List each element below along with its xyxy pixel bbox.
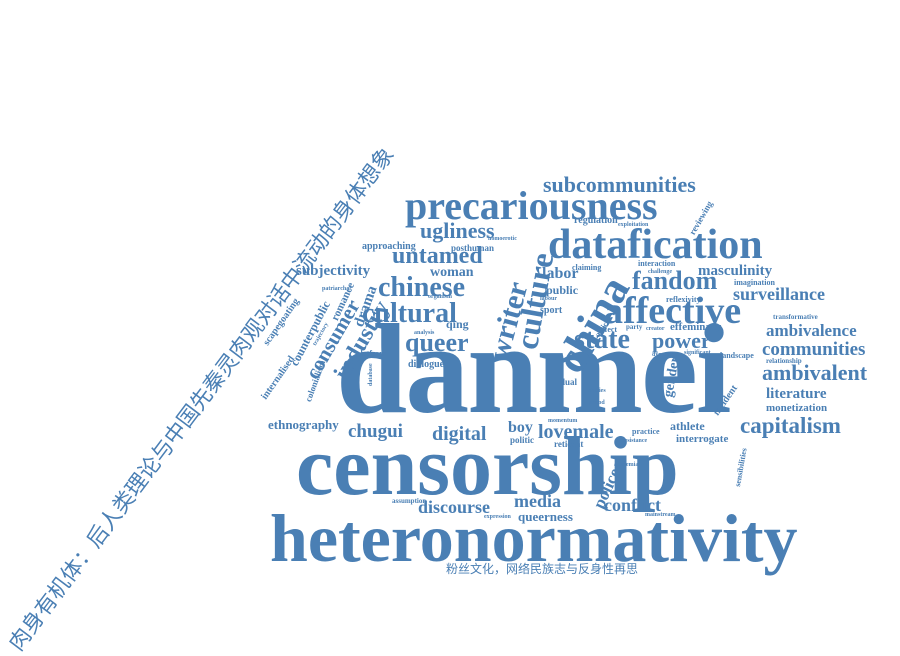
word-imagination: imagination [734, 278, 775, 287]
word-ambivalent: ambivalent [762, 360, 868, 385]
word-exploitation: exploitation [618, 222, 649, 228]
word-communities: communities [762, 339, 866, 360]
word-public: public [546, 283, 579, 297]
word-resistance: resistance [622, 438, 648, 444]
word-surveillance: surveillance [733, 284, 825, 304]
word-dialogue: dialogue [408, 359, 445, 370]
word-masculinity: masculinity [698, 263, 773, 279]
word-untamed: untamed [392, 243, 483, 269]
word-party: party [626, 323, 643, 331]
word-precariousness: precariousness [405, 183, 658, 228]
word-database: database [368, 363, 374, 386]
word-boy: boy [508, 419, 533, 436]
bottom-caption: 粉丝文化，网络民族志与反身性再思 [446, 562, 639, 576]
word-chugui: chugui [348, 421, 403, 442]
word-interaction: interaction [638, 259, 676, 268]
word-literature: literature [766, 386, 827, 402]
word-power: power [652, 328, 711, 353]
word-efeminacy: effeminacy [670, 321, 722, 333]
word-claiming: claiming [572, 263, 602, 272]
word-challenge: challenge [648, 269, 672, 275]
word-danmei: danmei [336, 298, 731, 440]
word-woman: woman [430, 265, 474, 280]
word-posthuman: posthuman [451, 243, 495, 253]
word-subcommunities: subcommunities [543, 172, 696, 197]
word-dual: dual [560, 377, 578, 387]
word-academia: academia [614, 462, 639, 468]
word-expression: expression [484, 514, 511, 520]
word-homoerotic: homoerotic [488, 236, 517, 242]
word-period: period [588, 400, 605, 406]
word-transformative: transformative [773, 313, 818, 321]
word-ethnography: ethnography [268, 417, 339, 432]
word-platform: platform [356, 349, 387, 358]
word-ugliness: ugliness [420, 218, 495, 243]
word-datafication: datafication [548, 222, 763, 268]
word-censorship: censorship [296, 420, 679, 513]
word-qing: qing [446, 317, 469, 331]
word-sensibilities: sensibilities [733, 447, 749, 488]
word-reticent: reticent [554, 439, 584, 449]
word-landscape: landscape [720, 351, 754, 360]
word-analysis: analysis [414, 330, 435, 336]
word-patriarchal: patriarchal [322, 286, 351, 292]
word-mainstream: mainstream [645, 512, 676, 518]
word-studies: studies [588, 388, 606, 394]
word-queerness: queerness [518, 509, 573, 524]
word-assumption: assumption [392, 497, 427, 505]
word-chinese: chinese [378, 272, 466, 303]
word-affect: affect [598, 325, 618, 334]
word-significant: significant [684, 350, 711, 356]
word-affective: affective [604, 290, 742, 332]
word-ambivalence: ambivalence [766, 321, 857, 340]
word-reflexivity: reflexivity [666, 295, 701, 304]
word-interrogate: interrogate [676, 433, 729, 445]
word-athlete: athlete [670, 419, 705, 433]
word-dynamic: dynamic [652, 352, 675, 358]
word-subjectivity: subjectivity [296, 263, 371, 279]
word-relationship: relationship [766, 357, 802, 365]
word-queer: queer [405, 328, 469, 357]
word-fandom: fandom [632, 266, 718, 295]
word-discourse: discourse [418, 497, 490, 517]
word-sport: sport [540, 305, 563, 316]
word-media: media [514, 491, 561, 511]
word-approaching: approaching [362, 241, 416, 252]
word-heteronormativity: heteronormativity [270, 500, 798, 576]
word-cultural: cultural [362, 298, 457, 329]
word-practice: practice [632, 427, 660, 436]
word-momentum: momentum [548, 418, 578, 424]
word-state: state [574, 324, 630, 355]
word-organism: organism [428, 294, 452, 300]
word-labour: labour [540, 296, 558, 302]
word-digital: digital [432, 423, 487, 445]
word-internalised: internalised [259, 354, 298, 402]
word-capitalism: capitalism [740, 413, 841, 438]
word-creator: creator [646, 326, 665, 332]
word-regulation: regulation [574, 215, 618, 226]
word-conflict: conflict [604, 495, 661, 515]
word-monetization: monetization [766, 402, 828, 414]
word-lovemale: lovemale [538, 421, 614, 443]
word-politic: politic [510, 435, 534, 445]
word-labor: labor [542, 265, 579, 282]
